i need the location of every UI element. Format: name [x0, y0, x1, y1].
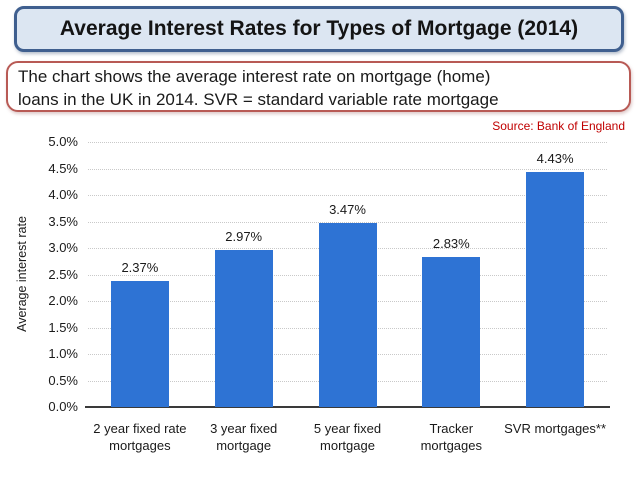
- bar: [526, 172, 585, 407]
- gridline: [88, 168, 607, 170]
- y-tick-label: 1.5%: [48, 319, 78, 335]
- x-category-label: 3 year fixed mortgage: [187, 420, 301, 454]
- x-category-label: Tracker mortgages: [394, 420, 508, 454]
- x-category-label: 2 year fixed rate mortgages: [83, 420, 197, 454]
- x-category-label: 5 year fixed mortgage: [291, 420, 405, 454]
- x-category-line: Tracker: [429, 421, 474, 436]
- x-category-label: SVR mortgages**: [498, 420, 612, 437]
- x-category-line: SVR mortgages**: [504, 421, 607, 436]
- description-line-2: loans in the UK in 2014. SVR = standard …: [18, 90, 499, 109]
- y-tick-label: 4.0%: [48, 187, 78, 202]
- bar-value-label: 4.43%: [536, 151, 574, 167]
- x-category-line: mortgages: [109, 438, 171, 453]
- y-tick-label: 3.0%: [48, 240, 78, 255]
- gridline: [88, 195, 607, 196]
- bar-value-label: 2.37%: [121, 260, 159, 276]
- y-tick-label: 3.5%: [48, 213, 78, 229]
- bar: [422, 257, 481, 407]
- gridline: [88, 221, 607, 223]
- page-title: Average Interest Rates for Types of Mort…: [59, 17, 579, 40]
- description-line-1: The chart shows the average interest rat…: [18, 67, 491, 86]
- bar-value-label: 3.47%: [329, 202, 366, 218]
- x-axis-line: [85, 406, 610, 408]
- gridline: [88, 142, 607, 143]
- x-category-line: mortgages: [420, 438, 482, 453]
- chart-description-box: The chart shows the average interest rat…: [6, 61, 631, 112]
- x-category-line: mortgage: [320, 438, 375, 453]
- x-category-line: mortgage: [216, 438, 272, 453]
- y-tick-label: 2.5%: [48, 266, 78, 282]
- y-tick-label: 5.0%: [48, 134, 78, 149]
- bar: [318, 223, 377, 407]
- source-label: Source: Bank of England: [492, 119, 625, 133]
- x-category-line: 5 year fixed: [313, 421, 382, 436]
- y-tick-label: 0.0%: [48, 399, 78, 414]
- chart-title-box: Average Interest Rates for Types of Mort…: [14, 6, 624, 52]
- y-tick-label: 0.5%: [48, 372, 78, 388]
- bar-value-label: 2.97%: [225, 228, 263, 244]
- y-tick-label: 4.5%: [48, 160, 78, 176]
- bar-value-label: 2.83%: [432, 236, 470, 251]
- y-tick-label: 2.0%: [48, 293, 78, 308]
- bar: [110, 281, 169, 407]
- y-tick-label: 1.0%: [48, 346, 78, 361]
- x-category-line: 3 year fixed: [210, 421, 278, 436]
- bar: [214, 249, 273, 407]
- x-category-line: 2 year fixed rate: [93, 421, 187, 436]
